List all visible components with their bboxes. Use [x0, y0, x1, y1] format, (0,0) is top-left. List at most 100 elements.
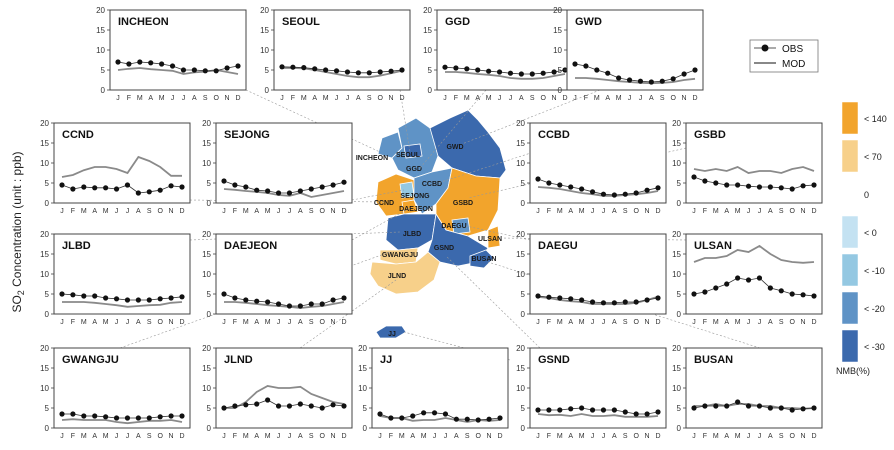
x-tick-label-0: J: [280, 95, 284, 102]
x-tick-label-10: N: [801, 319, 806, 326]
obs-point-sejong-0: [221, 178, 227, 184]
obs-point-busan-11: [811, 405, 817, 411]
region-seoul: [403, 143, 423, 159]
x-tick-label-10: N: [645, 208, 650, 215]
x-tick-label-4: M: [486, 95, 492, 102]
obs-point-ulsan-3: [724, 281, 730, 287]
panel-title-busan: BUSAN: [694, 354, 733, 366]
x-tick-label-8: S: [465, 433, 470, 440]
x-tick-label-8: S: [309, 208, 314, 215]
x-tick-label-1: F: [233, 208, 237, 215]
x-tick-label-10: N: [552, 95, 557, 102]
obs-point-gsnd-2: [557, 407, 563, 413]
x-tick-label-3: A: [568, 208, 573, 215]
leader-seoul: [399, 89, 411, 153]
obs-point-seoul-3: [312, 66, 318, 72]
obs-point-ulsan-7: [767, 285, 773, 291]
y-tick-label-20: 20: [516, 119, 525, 128]
obs-point-sejong-5: [275, 190, 282, 196]
y-tick-label-5: 5: [45, 179, 50, 188]
y-axis-label: SO2 Concentration (unit : ppb): [10, 151, 26, 312]
x-tick-label-6: J: [758, 208, 762, 215]
obs-point-daejeon-2: [243, 297, 249, 303]
nmb-colorbar: < 140 < 70 0 < 0 < -10 < -20 < -30 NMB(%): [836, 101, 887, 376]
obs-point-jlbd-6: [124, 297, 131, 303]
x-tick-label-5: J: [433, 433, 437, 440]
obs-point-daejeon-5: [275, 301, 282, 307]
x-tick-label-4: M: [735, 208, 741, 215]
map-label-gwangju: GWANGJU: [382, 252, 418, 259]
x-tick-label-0: J: [378, 433, 382, 440]
x-tick-label-4: M: [579, 319, 585, 326]
obs-point-ccbd-11: [655, 185, 661, 191]
obs-point-gwangju-8: [146, 415, 152, 421]
obs-point-ccbd-5: [589, 189, 596, 195]
obs-point-gwangju-11: [179, 413, 185, 419]
obs-point-ulsan-4: [735, 275, 741, 281]
obs-point-incheon-4: [159, 61, 165, 67]
obs-point-ccnd-9: [157, 187, 163, 193]
x-tick-label-3: A: [724, 433, 729, 440]
x-tick-label-11: D: [399, 95, 404, 102]
obs-point-seoul-11: [399, 67, 405, 73]
y-tick-label-5: 5: [677, 179, 682, 188]
obs-point-jj-7: [453, 416, 459, 422]
panel-frame-ulsan: [685, 233, 823, 315]
obs-point-sejong-11: [341, 179, 347, 185]
panel-title-ulsan: ULSAN: [694, 240, 732, 252]
x-tick-label-7: A: [612, 433, 617, 440]
obs-point-gsnd-4: [579, 405, 585, 411]
mod-line-sejong: [223, 188, 345, 198]
x-tick-label-9: O: [633, 208, 639, 215]
obs-point-ggd-9: [540, 70, 546, 76]
x-tick-label-0: J: [60, 433, 64, 440]
x-tick-label-10: N: [682, 95, 687, 102]
map-label-ulsan: ULSAN: [478, 236, 502, 243]
mod-line-ulsan: [693, 244, 815, 264]
x-tick-label-0: J: [222, 433, 226, 440]
x-tick-label-8: S: [779, 319, 784, 326]
obs-point-ccbd-4: [579, 186, 585, 192]
obs-point-incheon-11: [235, 63, 241, 69]
y-tick-label-20: 20: [202, 344, 211, 353]
region-gwd: [429, 109, 507, 179]
obs-point-sejong-9: [319, 184, 325, 190]
y-tick-label-20: 20: [423, 6, 432, 15]
x-tick-label-9: O: [789, 208, 795, 215]
x-tick-label-6: J: [288, 433, 292, 440]
obs-point-jlbd-9: [157, 296, 163, 302]
x-tick-label-5: J: [115, 433, 119, 440]
y-tick-label-15: 15: [423, 26, 432, 35]
obs-point-ulsan-5: [745, 277, 752, 283]
obs-point-jj-9: [475, 417, 481, 423]
y-tick-label-10: 10: [40, 384, 49, 393]
x-tick-label-1: F: [584, 95, 588, 102]
x-tick-label-3: A: [724, 319, 729, 326]
obs-point-jlnd-8: [308, 403, 314, 409]
x-tick-label-6: J: [126, 208, 130, 215]
obs-point-busan-6: [756, 403, 763, 409]
y-tick-label-10: 10: [202, 270, 211, 279]
y-tick-label-5: 5: [265, 66, 270, 75]
obs-point-gwd-9: [670, 76, 676, 82]
x-tick-label-5: J: [335, 95, 339, 102]
y-tick-label-5: 5: [207, 179, 212, 188]
x-tick-label-8: S: [623, 208, 628, 215]
obs-point-incheon-2: [137, 59, 143, 65]
obs-point-daegu-8: [622, 299, 628, 305]
y-tick-label-0: 0: [558, 86, 563, 95]
x-tick-label-4: M: [159, 95, 165, 102]
y-tick-label-20: 20: [516, 230, 525, 239]
y-tick-label-15: 15: [260, 26, 269, 35]
x-tick-label-2: M: [301, 95, 307, 102]
y-tick-label-10: 10: [672, 270, 681, 279]
obs-point-ccbd-8: [622, 191, 628, 197]
obs-point-jlnd-10: [330, 402, 336, 408]
panel-title-daegu: DAEGU: [538, 240, 578, 252]
obs-point-ccnd-7: [135, 190, 141, 196]
x-tick-label-7: A: [519, 95, 524, 102]
x-tick-label-3: A: [410, 433, 415, 440]
obs-point-gsnd-7: [611, 407, 617, 413]
